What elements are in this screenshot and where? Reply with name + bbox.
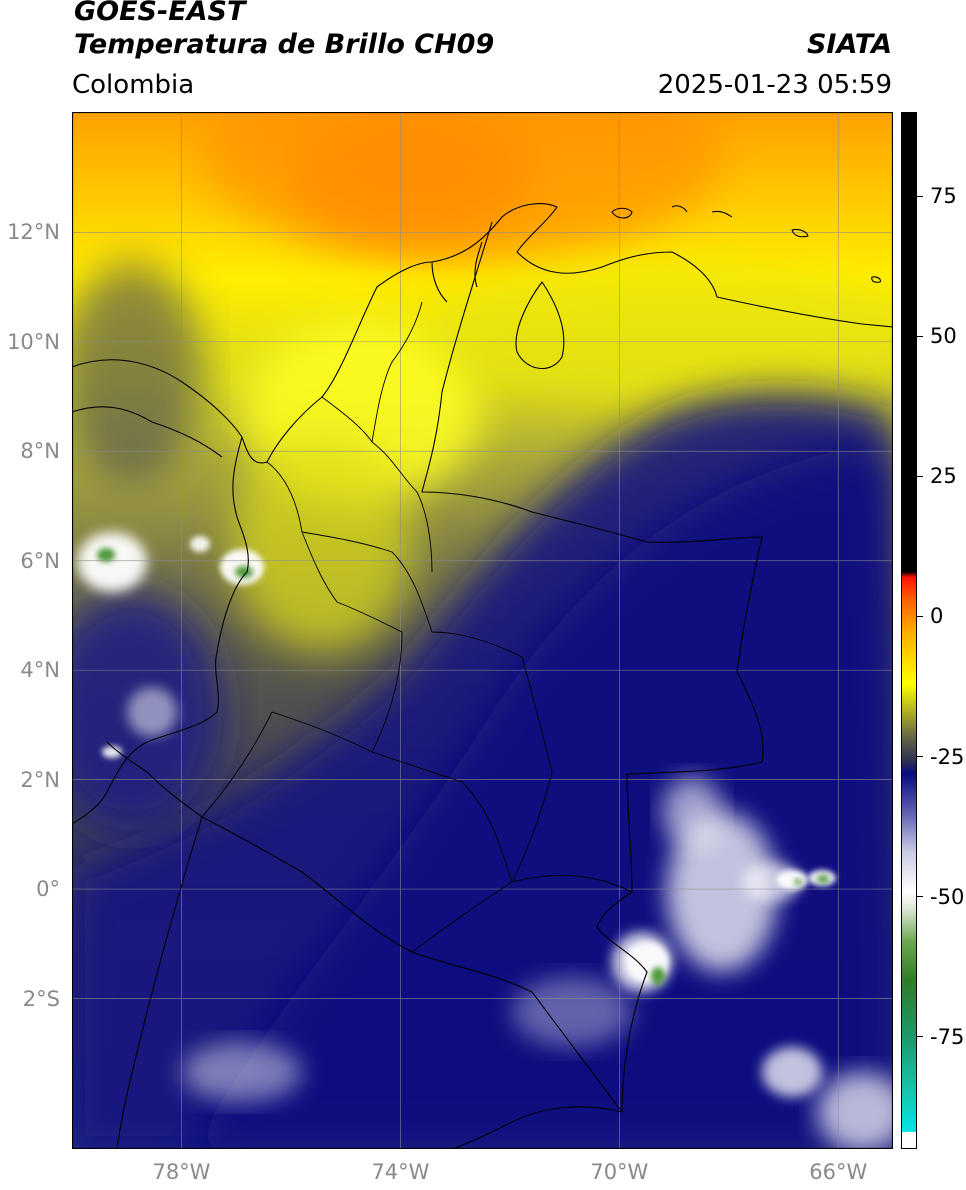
dark-band-west bbox=[72, 262, 202, 482]
department-borders bbox=[201, 301, 633, 953]
colorbar-tick-mark bbox=[917, 195, 923, 197]
lon-tick-label: 74°W bbox=[371, 1160, 430, 1184]
colorbar bbox=[901, 112, 917, 1149]
lat-tick-label: 2°S bbox=[22, 986, 60, 1011]
islands bbox=[611, 205, 882, 283]
guajira-peninsula bbox=[431, 241, 483, 303]
colorbar-frame bbox=[901, 112, 917, 1149]
cloud-patch bbox=[667, 812, 777, 972]
lon-tick-label: 66°W bbox=[809, 1160, 868, 1184]
colombia-venezuela-border bbox=[421, 221, 764, 763]
cold-core bbox=[817, 875, 829, 883]
coldest-cores bbox=[97, 548, 829, 985]
map-frame bbox=[72, 112, 893, 1149]
lat-tick-label: 0° bbox=[36, 877, 60, 902]
cloud-patch bbox=[190, 536, 210, 552]
region-label: Colombia bbox=[72, 70, 195, 100]
colorbar-tick-label: 75 bbox=[930, 184, 957, 209]
lon-tick-label: 70°W bbox=[590, 1160, 649, 1184]
cold-core bbox=[794, 879, 802, 885]
lat-tick-label: 10°N bbox=[7, 329, 60, 354]
cold-region-core bbox=[192, 452, 893, 1149]
ecuador-peru-border bbox=[116, 816, 203, 1149]
colorbar-tick-label: 25 bbox=[930, 464, 957, 489]
lat-tick-label: 4°N bbox=[20, 658, 60, 683]
product-title: Temperatura de Brillo CH09 bbox=[74, 29, 495, 60]
colorbar-tick-mark bbox=[917, 335, 923, 337]
colorbar-tick-label: 0 bbox=[930, 604, 944, 629]
borders bbox=[72, 203, 893, 1149]
maracaibo-lake bbox=[515, 281, 565, 370]
colorbar-fill bbox=[901, 112, 917, 1149]
colorbar-tick-mark bbox=[917, 615, 923, 617]
lat-tick-label: 2°N bbox=[20, 767, 60, 792]
colorbar-tick-label: -50 bbox=[930, 884, 965, 909]
credit-label: SIATA bbox=[806, 29, 892, 60]
lat-tick-label: 8°N bbox=[20, 439, 60, 464]
pacific-coast bbox=[72, 436, 249, 825]
colorbar-tick-label: 50 bbox=[930, 324, 957, 349]
lat-tick-label: 12°N bbox=[7, 220, 60, 245]
colombia-ecuador-border bbox=[106, 741, 203, 818]
colorbar-tick-mark bbox=[917, 896, 923, 898]
dry-band-east bbox=[432, 262, 893, 402]
colorbar-tick-mark bbox=[917, 756, 923, 758]
cloud-patch bbox=[182, 1042, 302, 1102]
cloud-patch bbox=[127, 687, 177, 737]
warm-region-core bbox=[292, 112, 532, 242]
cold-core bbox=[97, 548, 115, 562]
cold-core bbox=[651, 967, 665, 985]
cloud-patch bbox=[662, 777, 722, 847]
satellite-title: GOES-EAST bbox=[74, 0, 246, 27]
cloud-patch bbox=[762, 1047, 822, 1097]
cloud-patch bbox=[776, 870, 808, 890]
cloud-patch bbox=[77, 532, 147, 592]
colorbar-tick-mark bbox=[917, 1036, 923, 1038]
lat-tick-label: 6°N bbox=[20, 548, 60, 573]
dry-tongue-south bbox=[232, 432, 412, 652]
lon-tick-label: 78°W bbox=[152, 1160, 211, 1184]
gridlines bbox=[72, 112, 893, 1149]
panama-border bbox=[72, 406, 223, 458]
peru-brazil-border bbox=[451, 1106, 623, 1149]
colombia-brazil-border bbox=[596, 761, 763, 1113]
cloud-patch bbox=[512, 977, 632, 1047]
colorbar-tick-label: -25 bbox=[930, 744, 965, 769]
brightness-temperature-map bbox=[72, 112, 893, 1149]
colorbar-tick-label: -75 bbox=[930, 1024, 965, 1049]
cloud-patch bbox=[102, 746, 122, 758]
cloud-patch bbox=[817, 1072, 893, 1149]
colorbar-tick-mark bbox=[917, 475, 923, 477]
cold-core bbox=[235, 566, 253, 578]
timestamp-label: 2025-01-23 05:59 bbox=[657, 70, 892, 100]
